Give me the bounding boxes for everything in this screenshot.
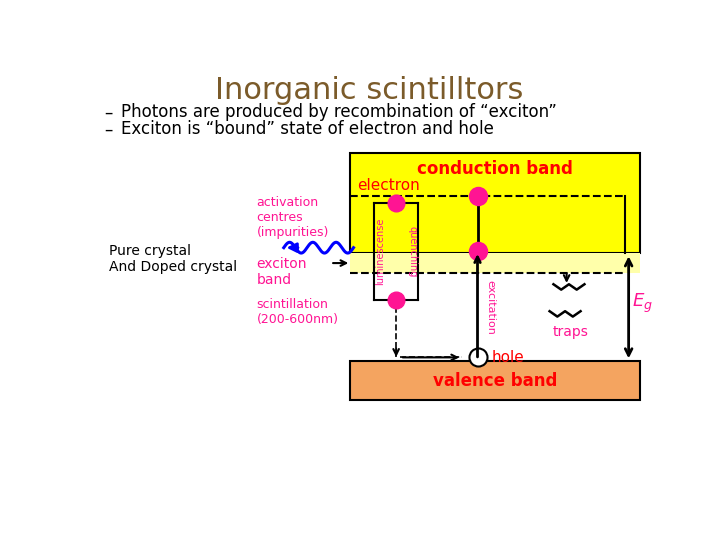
Text: electron: electron (357, 178, 420, 193)
Bar (350, 361, 640, 400)
Bar (350, 253, 640, 273)
Text: Pure crystal
And Doped crystal: Pure crystal And Doped crystal (109, 244, 238, 274)
Text: excitation: excitation (485, 280, 495, 335)
Text: $E_g$: $E_g$ (631, 292, 652, 315)
Text: –: – (104, 120, 112, 138)
Text: Exciton is “bound” state of electron and hole: Exciton is “bound” state of electron and… (121, 120, 494, 138)
Text: luminescense: luminescense (375, 218, 385, 285)
Text: activation
centres
(impurities): activation centres (impurities) (256, 195, 329, 239)
Text: –: – (104, 103, 112, 122)
Text: valence band: valence band (433, 372, 557, 389)
Bar (350, 153, 640, 253)
Text: Inorganic scintilltors: Inorganic scintilltors (215, 76, 523, 105)
Text: hole: hole (492, 350, 524, 365)
Text: traps: traps (552, 325, 588, 339)
Text: conduction band: conduction band (417, 159, 573, 178)
Text: Photons are produced by recombination of “exciton”: Photons are produced by recombination of… (121, 103, 557, 122)
Text: exciton
band: exciton band (256, 257, 307, 287)
Text: scintillation
(200-600nm): scintillation (200-600nm) (256, 298, 338, 326)
Text: quenching: quenching (408, 226, 418, 277)
